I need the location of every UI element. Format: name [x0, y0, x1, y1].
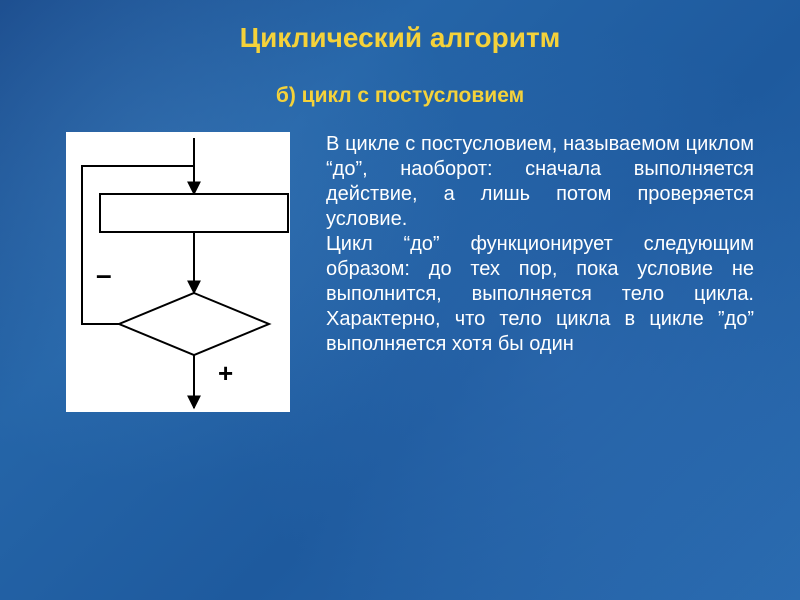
paragraph-2: Цикл “до” функционирует следующим образо…	[326, 232, 754, 357]
subtitle: б) цикл с постусловием	[0, 84, 800, 108]
page-title: Циклический алгоритм	[0, 0, 800, 54]
paragraph-1: В цикле с постусловием, называемом цикло…	[326, 132, 754, 232]
content-row: –+ В цикле с постусловием, называемом ци…	[0, 132, 800, 412]
flowchart-diagram: –+	[66, 132, 290, 412]
diagram-container: –+	[66, 132, 290, 412]
svg-text:–: –	[96, 259, 112, 290]
svg-text:+: +	[218, 358, 233, 388]
body-text: В цикле с постусловием, называемом цикло…	[326, 132, 760, 412]
